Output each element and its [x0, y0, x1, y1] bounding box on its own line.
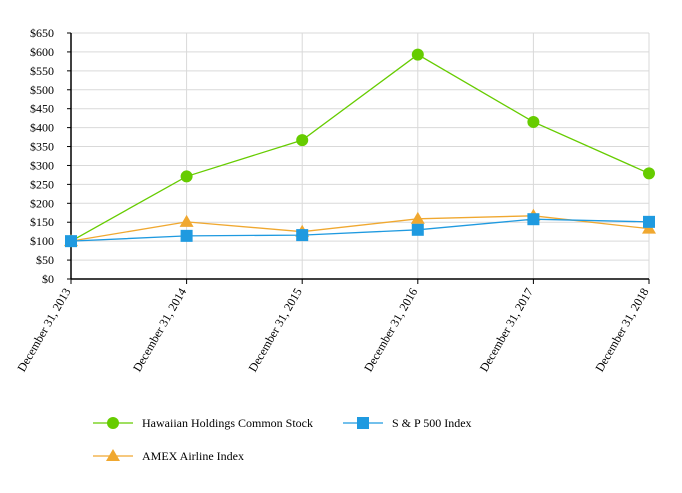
- series-line: [70, 53, 650, 242]
- data-point: [65, 235, 77, 248]
- data-point: [180, 229, 193, 242]
- data-point: [179, 214, 194, 227]
- legend: Hawaiian Holdings Common Stock S & P 500 …: [93, 416, 472, 463]
- legend-item: AMEX Airline Index: [93, 449, 244, 463]
- y-tick-label: $250: [30, 177, 54, 191]
- y-tick-label: $500: [30, 83, 54, 97]
- data-point: [527, 115, 540, 128]
- x-tick-label: December 31, 2017: [477, 286, 536, 375]
- x-axis-ticks: December 31, 2013 December 31, 2014 Decemb…: [14, 279, 652, 375]
- x-tick-label: December 31, 2014: [130, 286, 189, 375]
- x-tick-label: December 31, 2015: [246, 286, 305, 375]
- legend-marker: [106, 449, 120, 461]
- legend-item: Hawaiian Holdings Common Stock: [93, 416, 313, 430]
- data-point: [296, 229, 309, 242]
- legend-label: AMEX Airline Index: [142, 449, 244, 463]
- y-axis-ticks: $0 $50 $100 $150 $200 $250 $300 $350 $400 $450 $50…: [30, 26, 71, 286]
- data-point: [527, 213, 540, 226]
- series-line: [70, 215, 650, 242]
- y-tick-label: $650: [30, 26, 54, 40]
- y-tick-label: $100: [30, 234, 54, 248]
- data-point: [643, 167, 655, 180]
- y-tick-label: $0: [42, 272, 54, 286]
- series-line: [70, 218, 650, 242]
- series-square: [65, 213, 655, 248]
- legend-label: Hawaiian Holdings Common Stock: [142, 416, 313, 430]
- data-point: [296, 134, 309, 147]
- grid: [71, 32, 650, 280]
- y-tick-label: $400: [30, 121, 54, 135]
- legend-marker: [357, 417, 369, 429]
- y-tick-label: $300: [30, 158, 54, 172]
- y-tick-label: $600: [30, 45, 54, 59]
- series-layer: [64, 48, 656, 248]
- y-tick-label: $550: [30, 64, 54, 78]
- axes: [70, 33, 649, 280]
- y-tick-label: $350: [30, 140, 54, 154]
- x-tick-label: December 31, 2013: [14, 286, 73, 375]
- x-tick-label: December 31, 2018: [592, 286, 651, 375]
- data-point: [411, 223, 424, 236]
- legend-item: S & P 500 Index: [343, 416, 472, 430]
- legend-marker: [107, 417, 119, 429]
- data-point: [643, 215, 655, 228]
- y-tick-label: $200: [30, 196, 54, 210]
- data-point: [410, 211, 425, 224]
- y-tick-label: $150: [30, 215, 54, 229]
- series-triangle: [64, 208, 656, 247]
- series-circle: [65, 48, 655, 248]
- data-point: [411, 48, 424, 61]
- legend-label: S & P 500 Index: [392, 416, 472, 430]
- y-tick-label: $450: [30, 102, 54, 116]
- y-tick-label: $50: [36, 253, 54, 267]
- data-point: [180, 170, 193, 183]
- x-tick-label: December 31, 2016: [361, 286, 420, 375]
